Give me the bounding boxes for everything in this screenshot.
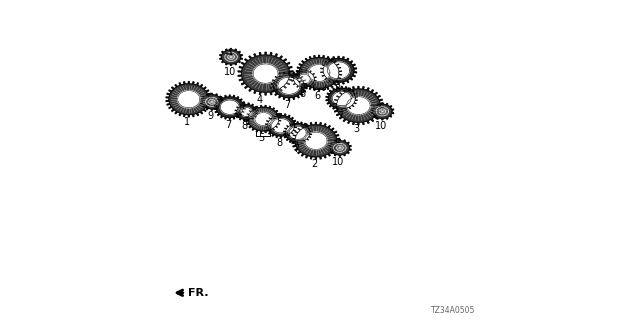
Polygon shape	[214, 95, 246, 119]
Polygon shape	[253, 64, 278, 83]
Polygon shape	[333, 86, 383, 125]
Text: 6: 6	[315, 91, 321, 100]
Polygon shape	[296, 55, 342, 91]
Polygon shape	[328, 62, 349, 79]
Polygon shape	[265, 114, 297, 138]
Text: 7: 7	[225, 120, 231, 130]
Text: 8: 8	[334, 84, 340, 94]
Polygon shape	[200, 93, 223, 110]
Polygon shape	[178, 91, 200, 108]
Polygon shape	[271, 119, 291, 133]
Text: 7: 7	[293, 144, 299, 154]
Text: TZ34A0505: TZ34A0505	[431, 306, 475, 315]
Text: 3: 3	[354, 124, 360, 134]
Polygon shape	[235, 103, 258, 121]
Text: 1: 1	[184, 117, 190, 127]
Polygon shape	[278, 77, 300, 94]
Text: 7: 7	[337, 111, 343, 121]
Text: 10: 10	[375, 121, 387, 131]
Polygon shape	[241, 108, 252, 116]
Polygon shape	[326, 86, 358, 111]
Text: 8: 8	[276, 138, 282, 148]
Text: FR.: FR.	[188, 288, 209, 298]
Polygon shape	[292, 69, 316, 89]
Text: 10: 10	[332, 157, 345, 167]
Polygon shape	[220, 49, 243, 65]
Polygon shape	[246, 106, 281, 132]
Text: 7: 7	[284, 100, 291, 110]
Polygon shape	[308, 65, 330, 81]
Polygon shape	[332, 92, 351, 106]
Polygon shape	[271, 72, 307, 100]
Polygon shape	[298, 74, 310, 84]
Polygon shape	[292, 123, 340, 159]
Text: 5: 5	[259, 133, 265, 143]
Polygon shape	[289, 126, 306, 139]
Text: 4: 4	[256, 95, 262, 105]
Polygon shape	[166, 82, 212, 117]
Polygon shape	[321, 56, 356, 84]
Polygon shape	[328, 140, 351, 156]
Polygon shape	[305, 132, 327, 149]
Polygon shape	[255, 113, 272, 125]
Polygon shape	[238, 52, 293, 95]
Polygon shape	[347, 97, 370, 115]
Text: 2: 2	[311, 159, 317, 169]
Text: 10: 10	[223, 67, 236, 76]
Polygon shape	[371, 103, 394, 120]
Polygon shape	[284, 122, 312, 144]
Text: 8: 8	[300, 89, 305, 99]
Polygon shape	[220, 100, 239, 114]
Text: 8: 8	[242, 121, 248, 131]
Text: 9: 9	[207, 111, 214, 121]
